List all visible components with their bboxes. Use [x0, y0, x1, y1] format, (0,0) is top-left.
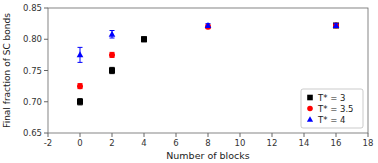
tick-label: 0 [77, 138, 82, 148]
legend-label: T* = 3 [317, 93, 345, 103]
tick-label: 16 [331, 138, 342, 148]
point [109, 68, 115, 74]
legend: T* = 3T* = 3.5T* = 4 [301, 89, 363, 128]
error-bar [110, 52, 115, 57]
tick-label: 18 [363, 138, 374, 148]
error-cap [78, 62, 83, 63]
tick-label: 4 [141, 138, 146, 148]
tick [240, 133, 241, 137]
point [109, 31, 116, 37]
chart: -2 0 2 4 6 8 10 12 14 16 18 0.65 0.70 0.75 0.80 0.85 Num… [0, 0, 378, 163]
tick-label: -2 [44, 138, 52, 148]
tick [44, 133, 48, 134]
tick-label: 8 [205, 138, 210, 148]
tick [304, 133, 305, 137]
point [333, 23, 339, 29]
tick [176, 133, 177, 137]
tick-label: 10 [235, 138, 246, 148]
tick-label: 0.70 [23, 97, 42, 107]
error-cap [110, 38, 115, 39]
point [141, 36, 147, 42]
tick [336, 133, 337, 137]
error-bar [110, 67, 115, 73]
tick [44, 39, 48, 40]
point [333, 23, 339, 29]
point [77, 83, 83, 89]
tick-label: 0.75 [23, 66, 42, 76]
tick-label: 2 [109, 138, 114, 148]
tick-label: 0.65 [23, 128, 42, 138]
tick [44, 8, 48, 9]
error-bar [78, 47, 83, 62]
point [77, 51, 84, 57]
point [109, 52, 115, 58]
series [77, 23, 339, 90]
tick-label: 6 [173, 138, 178, 148]
point [77, 99, 83, 105]
legend-frame [301, 89, 363, 128]
tick [48, 133, 49, 137]
tick [144, 133, 145, 137]
tick-label: 14 [299, 138, 310, 148]
error-cap [78, 47, 83, 48]
legend-marker [307, 95, 313, 101]
error-bar [78, 99, 83, 105]
legend-label: T* = 4 [317, 115, 345, 125]
point [333, 22, 340, 28]
tick-label: 0.80 [23, 34, 42, 44]
tick [208, 133, 209, 137]
point [205, 22, 212, 28]
plot-area [77, 22, 340, 105]
tick-label: 0.85 [23, 3, 42, 13]
error-bar [142, 37, 147, 42]
error-bar [110, 31, 115, 39]
tick [44, 101, 48, 102]
tick [80, 133, 81, 137]
plot-frame [48, 8, 368, 133]
legend-label: T* = 3.5 [317, 104, 354, 114]
y-axis-label: Final fraction of SC bonds [2, 13, 12, 128]
legend-marker [307, 116, 313, 122]
tick [112, 133, 113, 137]
tick [44, 70, 48, 71]
tick [368, 133, 369, 137]
series [77, 22, 340, 62]
tick-label: 12 [267, 138, 278, 148]
x-axis-label: Number of blocks [166, 150, 250, 161]
error-bar [78, 84, 83, 89]
legend-marker [307, 106, 313, 112]
tick [272, 133, 273, 137]
series [77, 23, 339, 105]
